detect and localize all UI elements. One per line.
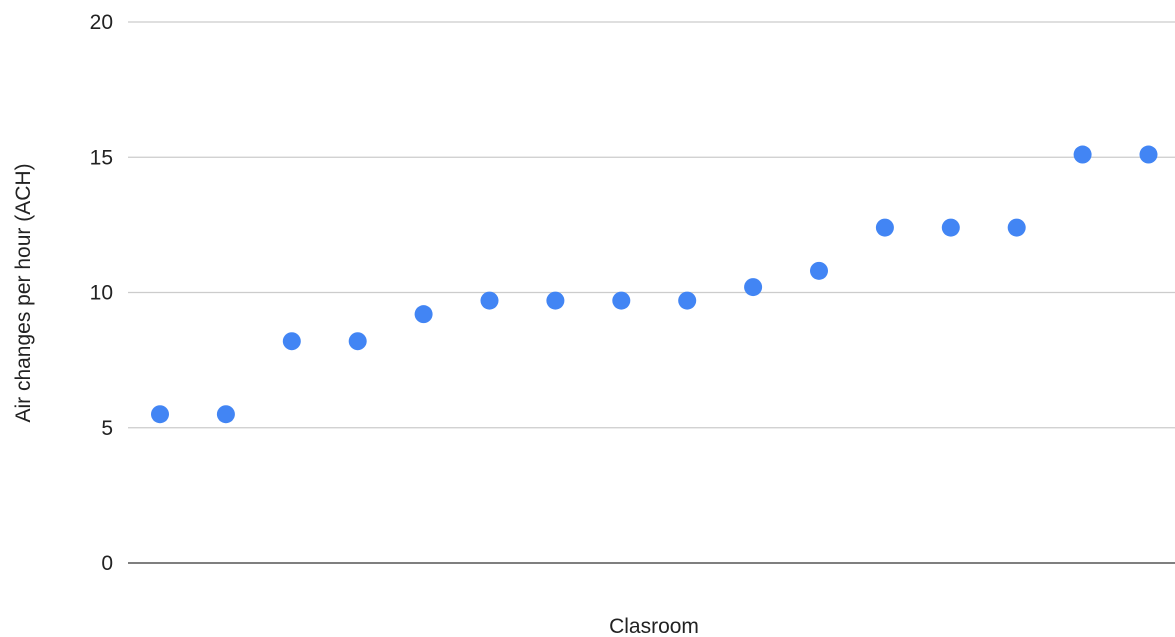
y-tick-label: 20 [90, 11, 113, 34]
data-point [282, 332, 301, 351]
data-point [1139, 145, 1158, 164]
data-point [612, 291, 631, 310]
data-point [941, 218, 960, 237]
data-point [480, 291, 499, 310]
data-points [151, 145, 1158, 424]
data-point [414, 305, 433, 324]
data-point [216, 405, 235, 424]
y-axis-ticks: 0 5 10 15 20 [90, 11, 113, 575]
y-tick-label: 15 [90, 146, 113, 169]
y-tick-label: 10 [90, 282, 113, 305]
data-point [151, 405, 169, 424]
y-tick-label: 0 [101, 552, 113, 575]
data-point [678, 291, 697, 310]
data-point [810, 261, 828, 280]
data-point [744, 278, 763, 297]
data-point [348, 332, 367, 351]
data-point [875, 218, 894, 237]
data-point [1007, 218, 1026, 237]
y-axis-title: Air changes per hour (ACH) [12, 163, 35, 422]
x-axis-title: Clasroom [609, 615, 699, 637]
y-tick-label: 5 [101, 417, 113, 440]
gridlines [128, 21, 1175, 564]
data-point [546, 291, 565, 310]
data-point [1073, 145, 1092, 164]
